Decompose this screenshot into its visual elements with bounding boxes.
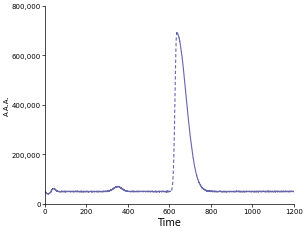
X-axis label: Time: Time — [157, 217, 181, 227]
Y-axis label: A.A.A.: A.A.A. — [4, 95, 10, 116]
